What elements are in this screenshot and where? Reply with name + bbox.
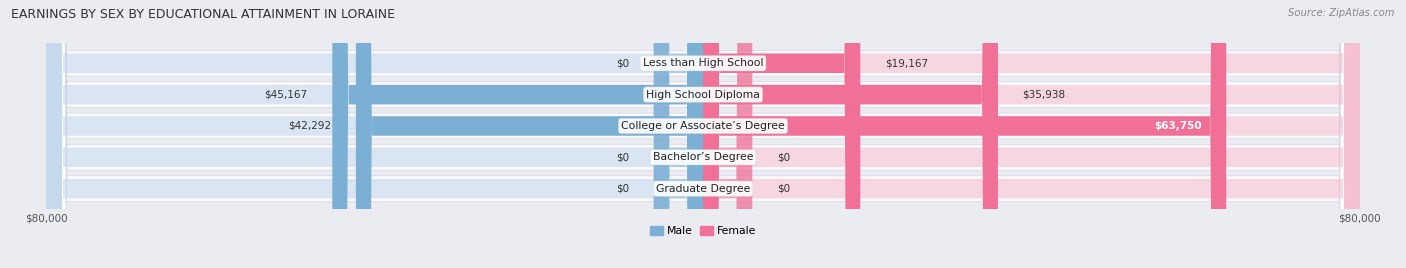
- FancyBboxPatch shape: [46, 0, 703, 268]
- FancyBboxPatch shape: [46, 0, 1360, 268]
- FancyBboxPatch shape: [703, 0, 1226, 268]
- Text: High School Diploma: High School Diploma: [647, 90, 759, 100]
- Text: $35,938: $35,938: [1022, 90, 1066, 100]
- FancyBboxPatch shape: [356, 0, 703, 268]
- FancyBboxPatch shape: [703, 0, 1360, 268]
- FancyBboxPatch shape: [332, 0, 703, 268]
- FancyBboxPatch shape: [46, 0, 703, 268]
- FancyBboxPatch shape: [46, 0, 1360, 268]
- FancyBboxPatch shape: [703, 0, 1360, 268]
- FancyBboxPatch shape: [703, 0, 860, 268]
- Text: Graduate Degree: Graduate Degree: [655, 184, 751, 194]
- Text: $0: $0: [778, 152, 790, 162]
- FancyBboxPatch shape: [654, 0, 703, 268]
- Text: EARNINGS BY SEX BY EDUCATIONAL ATTAINMENT IN LORAINE: EARNINGS BY SEX BY EDUCATIONAL ATTAINMEN…: [11, 8, 395, 21]
- Text: $0: $0: [616, 184, 628, 194]
- Text: $42,292: $42,292: [288, 121, 332, 131]
- FancyBboxPatch shape: [703, 0, 752, 268]
- FancyBboxPatch shape: [703, 0, 1360, 268]
- Text: $0: $0: [616, 58, 628, 68]
- Text: Less than High School: Less than High School: [643, 58, 763, 68]
- FancyBboxPatch shape: [46, 0, 703, 268]
- FancyBboxPatch shape: [703, 0, 1360, 268]
- Text: Bachelor’s Degree: Bachelor’s Degree: [652, 152, 754, 162]
- Text: $0: $0: [616, 152, 628, 162]
- FancyBboxPatch shape: [46, 0, 703, 268]
- Legend: Male, Female: Male, Female: [645, 221, 761, 240]
- Text: College or Associate’s Degree: College or Associate’s Degree: [621, 121, 785, 131]
- Text: $0: $0: [778, 184, 790, 194]
- FancyBboxPatch shape: [654, 0, 703, 268]
- FancyBboxPatch shape: [703, 0, 752, 268]
- Text: $19,167: $19,167: [884, 58, 928, 68]
- FancyBboxPatch shape: [46, 0, 1360, 268]
- Text: $63,750: $63,750: [1154, 121, 1202, 131]
- FancyBboxPatch shape: [46, 0, 703, 268]
- FancyBboxPatch shape: [654, 0, 703, 268]
- FancyBboxPatch shape: [46, 0, 1360, 268]
- Text: Source: ZipAtlas.com: Source: ZipAtlas.com: [1288, 8, 1395, 18]
- FancyBboxPatch shape: [46, 0, 1360, 268]
- FancyBboxPatch shape: [703, 0, 1360, 268]
- FancyBboxPatch shape: [703, 0, 998, 268]
- Text: $45,167: $45,167: [264, 90, 308, 100]
